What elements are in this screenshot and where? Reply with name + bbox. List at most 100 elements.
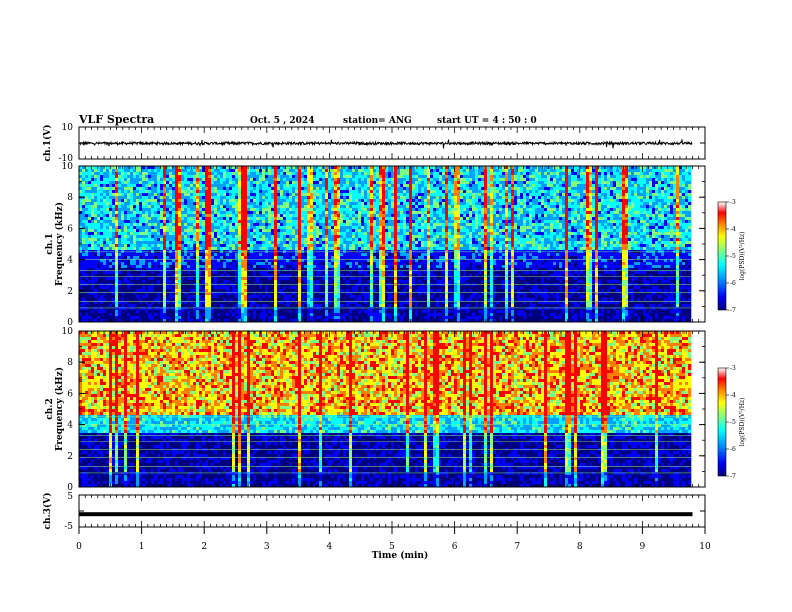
spectrogram-cell	[247, 316, 250, 319]
spectrogram-cell	[220, 295, 223, 298]
spectrogram-cell	[349, 295, 352, 298]
spectrogram-cell	[190, 172, 193, 175]
spectrogram-cell	[199, 256, 202, 259]
spectrogram-cell	[301, 244, 304, 247]
spectrogram-cell	[244, 226, 247, 229]
spectrogram-cell	[157, 172, 160, 175]
spectrogram-cell	[202, 286, 205, 289]
spectrogram-cell	[295, 298, 298, 301]
spectrogram-cell	[289, 193, 292, 196]
spectrogram-cell	[280, 241, 283, 244]
header-station: station= ANG	[343, 116, 412, 126]
spectrogram-cell	[106, 271, 109, 274]
spectrogram-cell	[121, 235, 124, 238]
spectrogram-cell	[283, 235, 286, 238]
spectrogram-cell	[85, 262, 88, 265]
spectrogram-cell	[298, 286, 301, 289]
spectrogram-cell	[163, 286, 166, 289]
spectrogram-cell	[112, 235, 115, 238]
spectrogram-cell	[235, 262, 238, 265]
spectrogram-cell	[178, 277, 181, 280]
spectrogram-cell	[214, 205, 217, 208]
spectrogram-cell	[181, 205, 184, 208]
spectrogram-cell	[280, 277, 283, 280]
spectrogram-cell	[169, 307, 172, 310]
spectrogram-cell	[193, 214, 196, 217]
spectrogram-cell	[157, 211, 160, 214]
spectrogram-cell	[163, 310, 166, 313]
spectrogram-cell	[106, 316, 109, 319]
spectrogram-cell	[115, 208, 118, 211]
spectrogram-cell	[319, 181, 322, 184]
spectrogram-cell	[196, 295, 199, 298]
spectrogram-cell	[262, 193, 265, 196]
spectrogram-cell	[274, 280, 277, 283]
spectrogram-cell	[214, 169, 217, 172]
spectrogram-cell	[253, 223, 256, 226]
spectrogram-cell	[217, 286, 220, 289]
spectrogram-cell	[160, 307, 163, 310]
spectrogram-cell	[337, 214, 340, 217]
spectrogram-cell	[202, 214, 205, 217]
spectrogram-cell	[313, 280, 316, 283]
spectrogram-cell	[280, 229, 283, 232]
spectrogram-cell	[136, 280, 139, 283]
spectrogram-cell	[253, 169, 256, 172]
spectrogram-cell	[94, 286, 97, 289]
spectrogram-cell	[346, 214, 349, 217]
spectrogram-cell	[181, 232, 184, 235]
spectrogram-cell	[199, 238, 202, 241]
spectrogram-cell	[199, 190, 202, 193]
spectrogram-cell	[232, 286, 235, 289]
spectrogram-cell	[268, 172, 271, 175]
spectrogram-cell	[199, 199, 202, 202]
spectrogram-cell	[244, 169, 247, 172]
spectrogram-cell	[352, 247, 355, 250]
spectrogram-cell	[142, 232, 145, 235]
spectrogram-cell	[229, 286, 232, 289]
spectrogram-cell	[340, 187, 343, 190]
spectrogram-cell	[244, 295, 247, 298]
spectrogram-cell	[127, 181, 130, 184]
spectrogram-cell	[304, 289, 307, 292]
spectrogram-cell	[202, 193, 205, 196]
spectrogram-cell	[289, 310, 292, 313]
spectrogram-cell	[271, 304, 274, 307]
spectrogram-cell	[127, 175, 130, 178]
spectrogram-cell	[241, 295, 244, 298]
spectrogram-cell	[349, 256, 352, 259]
spectrogram-cell	[307, 253, 310, 256]
spectrogram-cell	[172, 196, 175, 199]
spectrogram-cell	[208, 265, 211, 268]
spectrogram-cell	[259, 295, 262, 298]
spectrogram-cell	[163, 172, 166, 175]
spectrogram-cell	[304, 181, 307, 184]
spectrogram-cell	[160, 265, 163, 268]
spectrogram-cell	[235, 316, 238, 319]
spectrogram-cell	[238, 316, 241, 319]
spectrogram-cell	[325, 307, 328, 310]
spectrogram-cell	[229, 256, 232, 259]
spectrogram-cell	[124, 253, 127, 256]
spectrogram-cell	[184, 223, 187, 226]
spectrogram-cell	[304, 298, 307, 301]
spectrogram-cell	[145, 277, 148, 280]
spectrogram-cell	[331, 307, 334, 310]
spectrogram-cell	[118, 286, 121, 289]
spectrogram-cell	[163, 187, 166, 190]
spectrogram-cell	[205, 310, 208, 313]
spectrogram-cell	[280, 244, 283, 247]
spectrogram-cell	[211, 169, 214, 172]
spectrogram-cell	[160, 244, 163, 247]
spectrogram-cell	[127, 265, 130, 268]
spectrogram-cell	[331, 178, 334, 181]
spectrogram-cell	[142, 310, 145, 313]
spectrogram-cell	[274, 241, 277, 244]
spectrogram-cell	[199, 313, 202, 316]
spectrogram-cell	[235, 208, 238, 211]
spectrogram-cell	[175, 202, 178, 205]
spectrogram-cell	[145, 220, 148, 223]
spectrogram-cell	[268, 202, 271, 205]
spectrogram-cell	[190, 205, 193, 208]
spectrogram-cell	[208, 172, 211, 175]
